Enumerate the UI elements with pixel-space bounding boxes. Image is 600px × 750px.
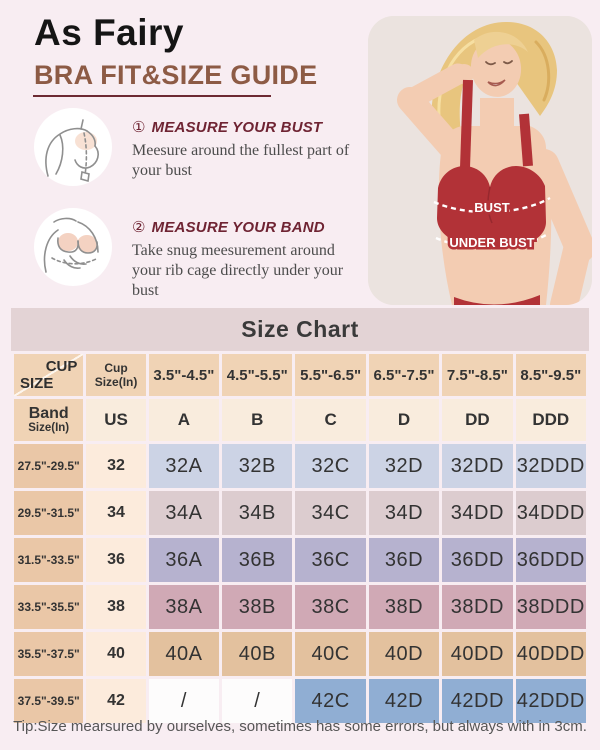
size-cell: 36C (295, 538, 366, 582)
band-range-cell: 29.5"-31.5" (14, 491, 84, 535)
cup-letter-header: B (222, 399, 293, 441)
page-subtitle: BRA FIT&SIZE GUIDE (34, 60, 318, 90)
us-size-cell: 34 (86, 491, 146, 535)
cup-letter-header-row: Band Size(In) US A B C D DD DDD (14, 399, 586, 441)
size-cell: 32C (295, 444, 366, 488)
us-size-cell: 40 (86, 632, 146, 676)
size-cell: 42D (368, 679, 440, 723)
size-cell: / (222, 679, 293, 723)
brand-title: As Fairy (34, 12, 185, 53)
cup-letter-header: A (148, 399, 220, 441)
us-size-cell: 36 (86, 538, 146, 582)
step-description: Take snug meesurement around your rib ca… (132, 242, 344, 300)
size-chart-title: Size Chart (241, 316, 359, 342)
us-size-cell: 42 (86, 679, 146, 723)
size-chart-table: CUP SIZE Cup Size(In) 3.5"-4.5" 4.5"-5.5" 5.5… (11, 351, 589, 726)
cup-range-header: 4.5"-5.5" (222, 354, 293, 396)
subtitle-underline (33, 95, 271, 97)
size-cell: 40DD (442, 632, 513, 676)
size-cell: 40A (148, 632, 220, 676)
size-row: 27.5"-29.5" 32 32A 32B 32C 32D 32DD 32DDD (14, 444, 586, 488)
step-number: ② (132, 218, 146, 236)
cup-range-header: 8.5"-9.5" (515, 354, 586, 396)
size-cell: 42C (295, 679, 366, 723)
cup-letter-header: C (295, 399, 366, 441)
size-chart-header: Size Chart (11, 308, 589, 351)
size-cell: 32D (368, 444, 440, 488)
size-cell: 38DD (442, 585, 513, 629)
us-size-cell: 38 (86, 585, 146, 629)
measurement-tip: Tip:Size mearsured by ourselves, sometim… (13, 718, 587, 735)
cup-letter-header: DD (442, 399, 513, 441)
size-cell: 34B (222, 491, 293, 535)
band-size-header: Band Size(In) (14, 399, 84, 441)
cup-letter-header: DDD (515, 399, 586, 441)
bust-line-label: BUST (474, 200, 509, 215)
size-cell: 32A (148, 444, 220, 488)
band-range-cell: 37.5"-39.5" (14, 679, 84, 723)
step-title: ② MEASURE YOUR BAND (132, 218, 325, 236)
cup-range-header: 6.5"-7.5" (368, 354, 440, 396)
size-cell: 36B (222, 538, 293, 582)
size-cell: 38A (148, 585, 220, 629)
measure-band-step: ② MEASURE YOUR BAND Take snug meesurement… (34, 208, 364, 301)
size-cell: 38C (295, 585, 366, 629)
us-header: US (86, 399, 146, 441)
size-cell: / (148, 679, 220, 723)
us-size-cell: 32 (86, 444, 146, 488)
size-row: 31.5"-33.5" 36 36A 36B 36C 36D 36DD 36DDD (14, 538, 586, 582)
size-cell: 34DDD (515, 491, 586, 535)
cup-size-in-header: Cup Size(In) (86, 354, 146, 396)
size-cell: 40DDD (515, 632, 586, 676)
size-cell: 36D (368, 538, 440, 582)
size-cell: 40B (222, 632, 293, 676)
size-cell: 42DD (442, 679, 513, 723)
band-range-cell: 35.5"-37.5" (14, 632, 84, 676)
cup-range-header-row: CUP SIZE Cup Size(In) 3.5"-4.5" 4.5"-5.5" 5.5… (14, 354, 586, 396)
band-range-cell: 33.5"-35.5" (14, 585, 84, 629)
band-range-cell: 31.5"-33.5" (14, 538, 84, 582)
size-cell: 32DDD (515, 444, 586, 488)
size-cell: 34A (148, 491, 220, 535)
band-range-cell: 27.5"-29.5" (14, 444, 84, 488)
band-measure-icon (34, 208, 112, 286)
size-cell: 38DDD (515, 585, 586, 629)
cup-range-header: 3.5"-4.5" (148, 354, 220, 396)
size-cell: 34C (295, 491, 366, 535)
size-cell: 40C (295, 632, 366, 676)
size-cell: 36DD (442, 538, 513, 582)
size-row: 33.5"-35.5" 38 38A 38B 38C 38D 38DD 38DDD (14, 585, 586, 629)
size-row: 35.5"-37.5" 40 40A 40B 40C 40D 40DD 40DDD (14, 632, 586, 676)
size-row: 29.5"-31.5" 34 34A 34B 34C 34D 34DD 34DDD (14, 491, 586, 535)
size-cell: 36A (148, 538, 220, 582)
cup-range-header: 5.5"-6.5" (295, 354, 366, 396)
cup-letter-header: D (368, 399, 440, 441)
model-photo: BUST UNDER BUST (368, 16, 592, 305)
size-cell: 38B (222, 585, 293, 629)
step-description: Meesure around the fullest part of your … (132, 142, 350, 180)
size-cell: 32DD (442, 444, 513, 488)
size-row: 37.5"-39.5" 42//42C 42D 42DD 42DDD (14, 679, 586, 723)
corner-size-label: SIZE (20, 375, 54, 392)
bust-measure-icon (34, 108, 112, 186)
cup-range-header: 7.5"-8.5" (442, 354, 513, 396)
measure-bust-step: ① MEASURE YOUR BUST Meesure around the fu… (34, 108, 364, 186)
size-cell: 40D (368, 632, 440, 676)
corner-cup-label: CUP (45, 358, 78, 375)
size-cell: 38D (368, 585, 440, 629)
size-cell: 34D (368, 491, 440, 535)
step-title: ① MEASURE YOUR BUST (132, 118, 323, 136)
size-cell: 32B (222, 444, 293, 488)
under-bust-line-label: UNDER BUST (449, 235, 534, 250)
size-cell: 36DDD (515, 538, 586, 582)
size-cell: 34DD (442, 491, 513, 535)
step-number: ① (132, 118, 146, 136)
size-chart-body: CUP SIZE Cup Size(In) 3.5"-4.5" 4.5"-5.5" 5.5… (14, 354, 586, 723)
cup-size-corner-cell: CUP SIZE (14, 354, 83, 396)
size-cell: 42DDD (515, 679, 586, 723)
